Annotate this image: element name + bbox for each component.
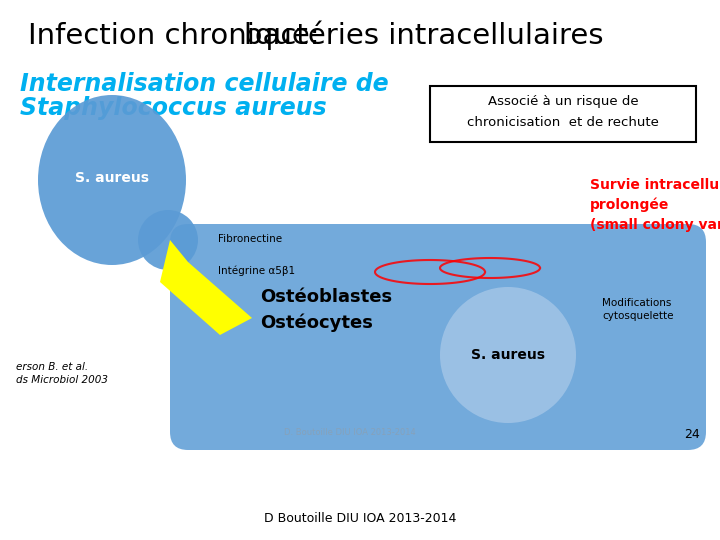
Text: Ostéoblastes
Ostéocytes: Ostéoblastes Ostéocytes xyxy=(260,288,392,332)
Text: Infection chronique:: Infection chronique: xyxy=(28,22,329,50)
Text: erson B. et al.
ds Microbiol 2003: erson B. et al. ds Microbiol 2003 xyxy=(16,362,108,385)
Text: Modifications
cytosquelette: Modifications cytosquelette xyxy=(602,298,673,321)
Text: S. aureus: S. aureus xyxy=(471,348,545,362)
Text: prolongée: prolongée xyxy=(590,198,670,213)
Text: S. aureus: S. aureus xyxy=(75,171,149,185)
Text: Intégrine α5β1: Intégrine α5β1 xyxy=(218,266,295,276)
Text: (small colony variants): (small colony variants) xyxy=(590,218,720,232)
Text: Fibronectine: Fibronectine xyxy=(218,234,282,244)
Text: Associé à un risque de: Associé à un risque de xyxy=(487,96,639,109)
Text: bactéries intracellulaires: bactéries intracellulaires xyxy=(244,22,603,50)
FancyBboxPatch shape xyxy=(170,224,706,450)
Text: Staphylococcus aureus: Staphylococcus aureus xyxy=(20,96,327,120)
Text: 24: 24 xyxy=(684,428,700,441)
Circle shape xyxy=(440,287,576,423)
Text: Survie intracellulaire: Survie intracellulaire xyxy=(590,178,720,192)
FancyBboxPatch shape xyxy=(430,86,696,142)
Polygon shape xyxy=(160,240,252,335)
Circle shape xyxy=(138,210,198,270)
Text: Internalisation cellulaire de: Internalisation cellulaire de xyxy=(20,72,389,96)
Text: chronicisation  et de rechute: chronicisation et de rechute xyxy=(467,116,659,129)
Ellipse shape xyxy=(38,95,186,265)
Text: D. Boutoille DIU IOA 2013-2014: D. Boutoille DIU IOA 2013-2014 xyxy=(284,428,416,437)
Text: D Boutoille DIU IOA 2013-2014: D Boutoille DIU IOA 2013-2014 xyxy=(264,512,456,525)
